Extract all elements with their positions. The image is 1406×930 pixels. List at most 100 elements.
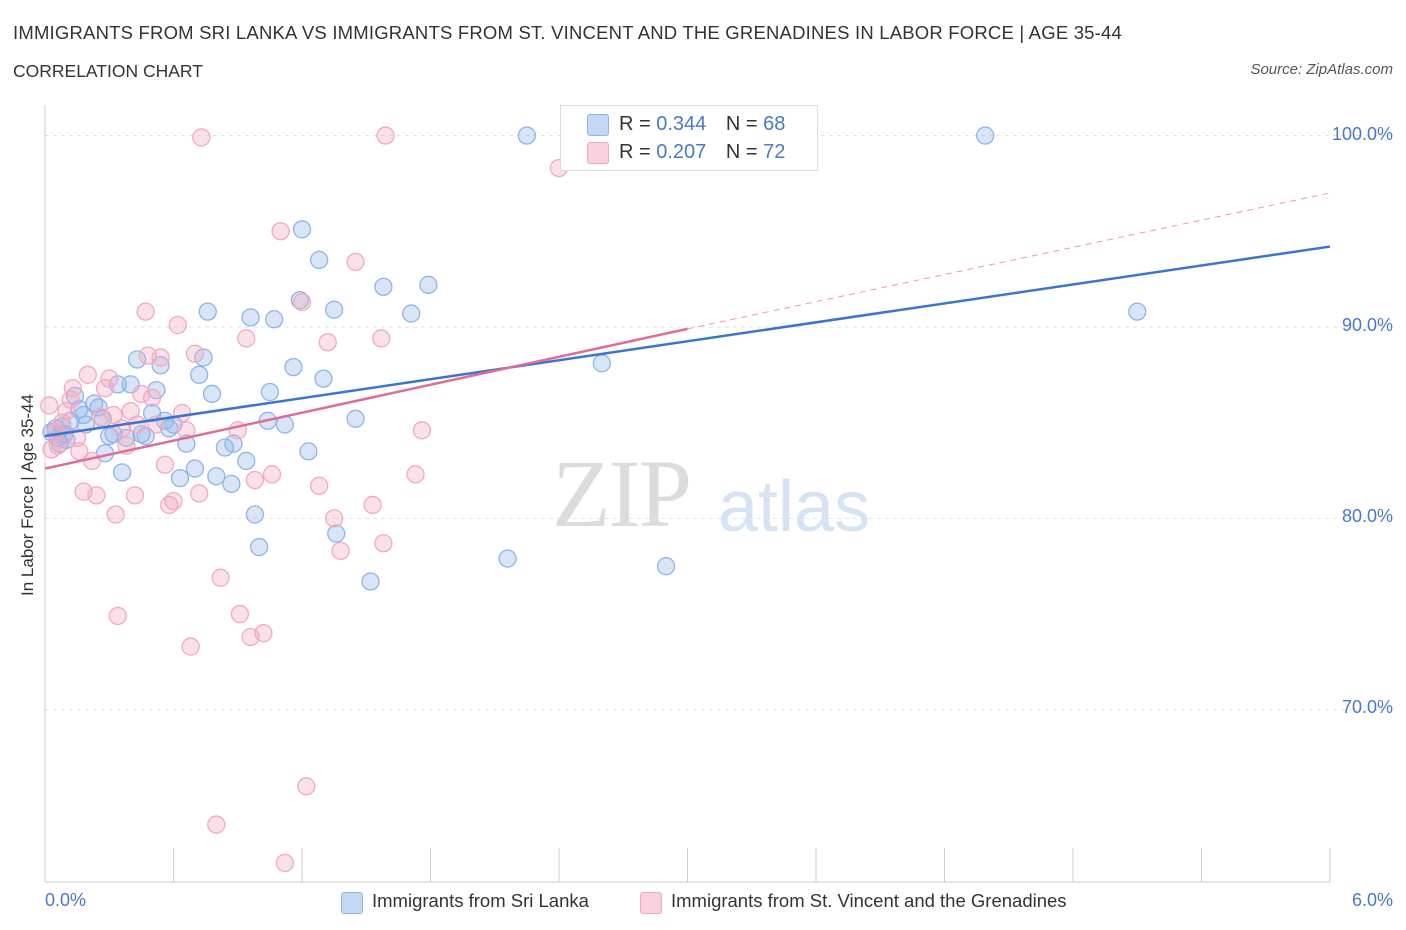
n-value: 72 [763, 141, 786, 163]
grid-lines [45, 135, 1392, 711]
data-point [155, 455, 175, 474]
data-point [100, 369, 119, 388]
trend-line-st-vincent [44, 327, 688, 470]
data-point [168, 315, 187, 335]
y-tick-label-100: 100.0% [1331, 124, 1393, 144]
data-point [181, 637, 200, 656]
data-point [324, 509, 344, 528]
data-point [104, 405, 123, 425]
watermark-zip: ZIP [552, 440, 692, 547]
data-point [142, 388, 162, 407]
data-point [202, 384, 222, 404]
data-point [237, 329, 256, 348]
data-point [185, 344, 205, 363]
chart-title: IMMIGRANTS FROM SRI LANKA VS IMMIGRANTS … [13, 22, 1123, 43]
n-label: N = [725, 113, 764, 135]
data-point [250, 537, 269, 557]
data-point [592, 354, 611, 373]
y-tick-label-70: 70.0% [1341, 697, 1393, 717]
data-point [63, 379, 82, 398]
data-point [976, 126, 995, 145]
data-point [406, 465, 425, 484]
source-label: Source: ZipAtlas.com [1250, 61, 1393, 78]
data-point [82, 451, 102, 471]
data-point [245, 470, 265, 490]
data-point [324, 300, 344, 319]
data-point [241, 308, 260, 327]
data-point [297, 777, 316, 796]
data-point [192, 128, 211, 147]
data-point [374, 277, 393, 296]
data-point [262, 465, 282, 484]
data-point [190, 365, 209, 384]
x-tick-label-min: 0.0% [45, 890, 87, 910]
data-point [211, 568, 230, 587]
data-point [517, 126, 537, 145]
data-point [374, 534, 393, 553]
data-point [136, 302, 155, 321]
data-point [185, 459, 205, 478]
data-point [170, 468, 190, 488]
legend-label-sri-lanka: Immigrants from Sri Lanka [372, 890, 589, 911]
data-point [222, 474, 241, 494]
data-point [498, 549, 517, 568]
stats-legend: R = 0.344 N = 68 R = 0.207 N = 72 [560, 105, 818, 171]
r-value: 0.207 [656, 141, 707, 163]
data-point [108, 606, 127, 626]
data-point [151, 356, 170, 375]
data-point [230, 604, 250, 624]
data-point [361, 572, 380, 591]
data-point [57, 402, 76, 421]
r-value: 0.344 [656, 113, 707, 135]
y-axis-label: In Labor Force | Age 35-44 [18, 394, 37, 596]
data-point [299, 442, 318, 461]
axes [44, 105, 1331, 883]
data-point [245, 505, 265, 524]
series-sri-lanka-points [42, 126, 1147, 591]
r-label: R = [619, 141, 657, 163]
data-point [292, 220, 312, 239]
data-point [419, 275, 438, 294]
data-point [172, 403, 192, 423]
trend-lines [44, 192, 1331, 470]
data-point [194, 348, 213, 367]
data-point [363, 495, 382, 515]
data-point [271, 222, 290, 241]
data-point [331, 541, 350, 561]
data-point [254, 624, 273, 643]
data-point [292, 292, 312, 312]
data-point [198, 302, 217, 321]
legend-swatch-sri-lanka [341, 892, 363, 914]
data-point [151, 348, 170, 367]
data-point [164, 491, 183, 511]
legend-label-st-vincent: Immigrants from St. Vincent and the Gren… [671, 890, 1067, 911]
data-point [260, 382, 280, 402]
legend-row-sri-lanka: R = 0.344 N = 68 [619, 113, 785, 139]
data-point [265, 310, 284, 329]
legend-swatch-sri-lanka [587, 114, 609, 136]
y-tick-label-90: 90.0% [1341, 315, 1393, 335]
data-point [412, 421, 432, 440]
data-point [372, 329, 391, 348]
data-point [132, 384, 151, 404]
data-point [207, 815, 226, 834]
data-point [346, 252, 365, 272]
legend-swatch-st-vincent [640, 892, 662, 914]
data-point [127, 350, 147, 369]
data-point [67, 428, 87, 448]
watermark-atlas: atlas [718, 467, 871, 547]
y-tick-label-80: 80.0% [1341, 506, 1393, 526]
data-point [314, 369, 333, 388]
data-point [309, 250, 329, 270]
data-point [318, 333, 337, 352]
data-point [125, 486, 145, 505]
legend-row-st-vincent: R = 0.207 N = 72 [619, 141, 785, 167]
data-point [106, 505, 125, 524]
data-point [52, 413, 72, 432]
data-point [309, 476, 329, 495]
n-label: N = [725, 141, 764, 163]
data-point [117, 428, 136, 448]
legend-swatch-st-vincent [587, 142, 609, 164]
series-st-vincent-points [40, 126, 611, 873]
